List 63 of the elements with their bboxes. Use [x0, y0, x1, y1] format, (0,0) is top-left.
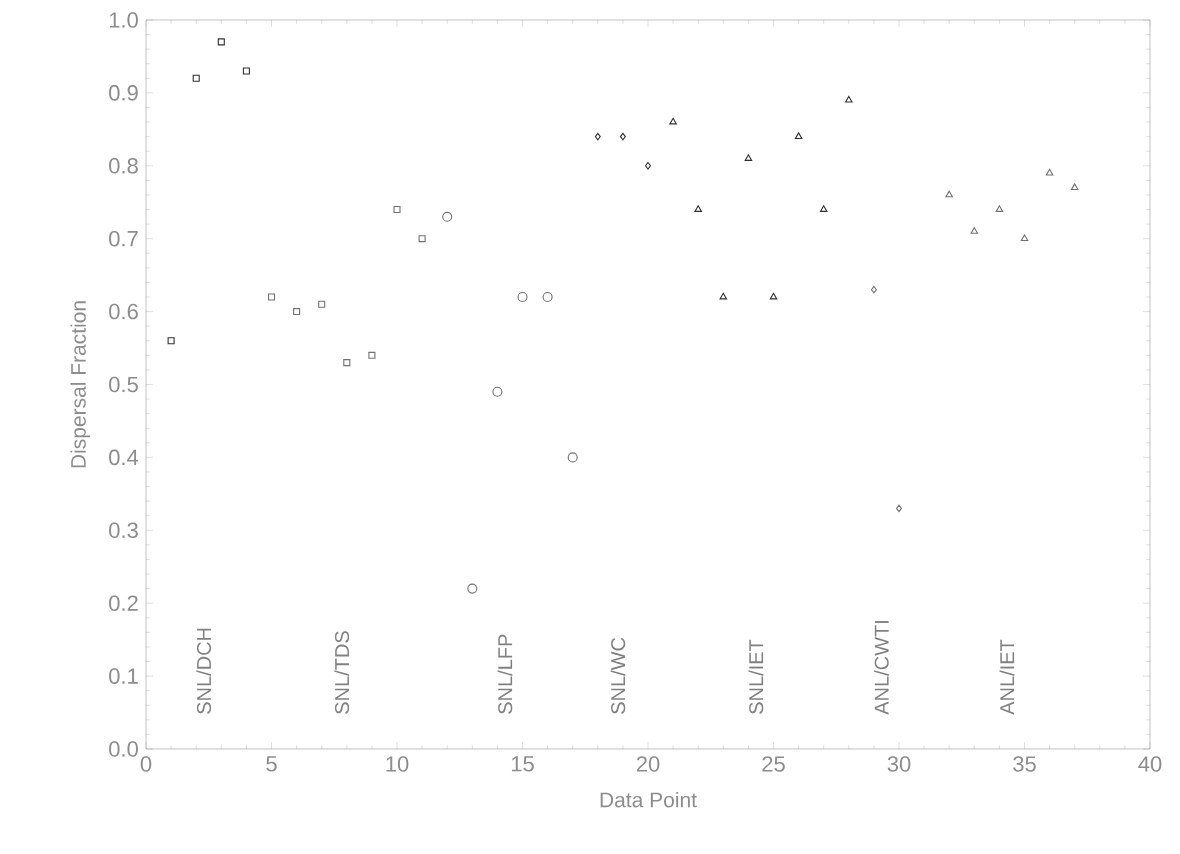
- x-tick-label: 20: [636, 756, 660, 772]
- point: [517, 291, 528, 303]
- y-tick-label: 0.3: [109, 522, 138, 539]
- annotation: ANL/CWTI: [874, 621, 889, 715]
- y-tick-label: 0.5: [109, 376, 138, 393]
- point: [267, 293, 276, 301]
- x-tick-label: 15: [511, 756, 534, 772]
- point: [192, 74, 200, 82]
- point: [594, 132, 601, 141]
- point: [418, 235, 426, 243]
- point: [393, 205, 401, 214]
- x-axis-title: Data Point: [600, 791, 697, 808]
- y-tick-label: 0.1: [109, 668, 138, 684]
- point: [1045, 168, 1054, 176]
- point: [945, 190, 953, 198]
- y-tick-label: 0.4: [109, 449, 139, 466]
- point: [293, 308, 301, 316]
- x-tick-label: 35: [1013, 756, 1036, 772]
- x-tick-label: 5: [266, 756, 277, 772]
- point: [995, 205, 1004, 212]
- annotation: SNL/LFP: [497, 634, 513, 714]
- point: [567, 452, 578, 463]
- x-tick-label: 10: [386, 756, 409, 772]
- point: [467, 583, 478, 594]
- y-axis-title: Dispersal Fraction: [70, 301, 91, 468]
- y-tick-label: 0.6: [109, 303, 138, 320]
- x-tick-label: 0: [140, 756, 152, 772]
- x-tick-label: 25: [762, 756, 785, 772]
- point: [794, 132, 803, 140]
- point: [619, 132, 626, 141]
- point: [217, 38, 225, 46]
- y-tick-label: 0.7: [109, 230, 138, 247]
- point: [1070, 183, 1079, 191]
- point: [970, 227, 979, 234]
- annotation: SNL/TDS: [334, 631, 350, 714]
- annotation: SNL/WC: [610, 637, 626, 714]
- x-tick-label: 40: [1138, 756, 1162, 772]
- point: [744, 154, 753, 161]
- point: [769, 292, 778, 300]
- y-tick-label: 0.2: [109, 595, 138, 611]
- x-tick-label: 30: [887, 756, 911, 772]
- point: [442, 211, 453, 222]
- point: [694, 205, 702, 212]
- point: [669, 117, 677, 125]
- point: [368, 351, 376, 359]
- annotation: SNL/DCH: [196, 628, 212, 714]
- annotation: SNL/IET: [748, 639, 764, 714]
- point: [167, 337, 175, 345]
- point: [343, 359, 351, 367]
- point: [819, 205, 828, 212]
- annotation: ANL/IET: [999, 639, 1015, 715]
- y-tick-label: 0.9: [109, 85, 138, 101]
- y-tick-label: 0.0: [109, 741, 138, 757]
- point: [492, 386, 503, 397]
- y-tick-label: 0.8: [109, 158, 138, 174]
- point: [318, 300, 326, 308]
- y-tick-label: 1.0: [109, 12, 138, 28]
- point: [1020, 234, 1029, 242]
- point: [542, 291, 553, 303]
- point: [845, 95, 853, 103]
- point: [242, 67, 250, 75]
- point: [719, 292, 728, 300]
- point: [870, 285, 877, 294]
